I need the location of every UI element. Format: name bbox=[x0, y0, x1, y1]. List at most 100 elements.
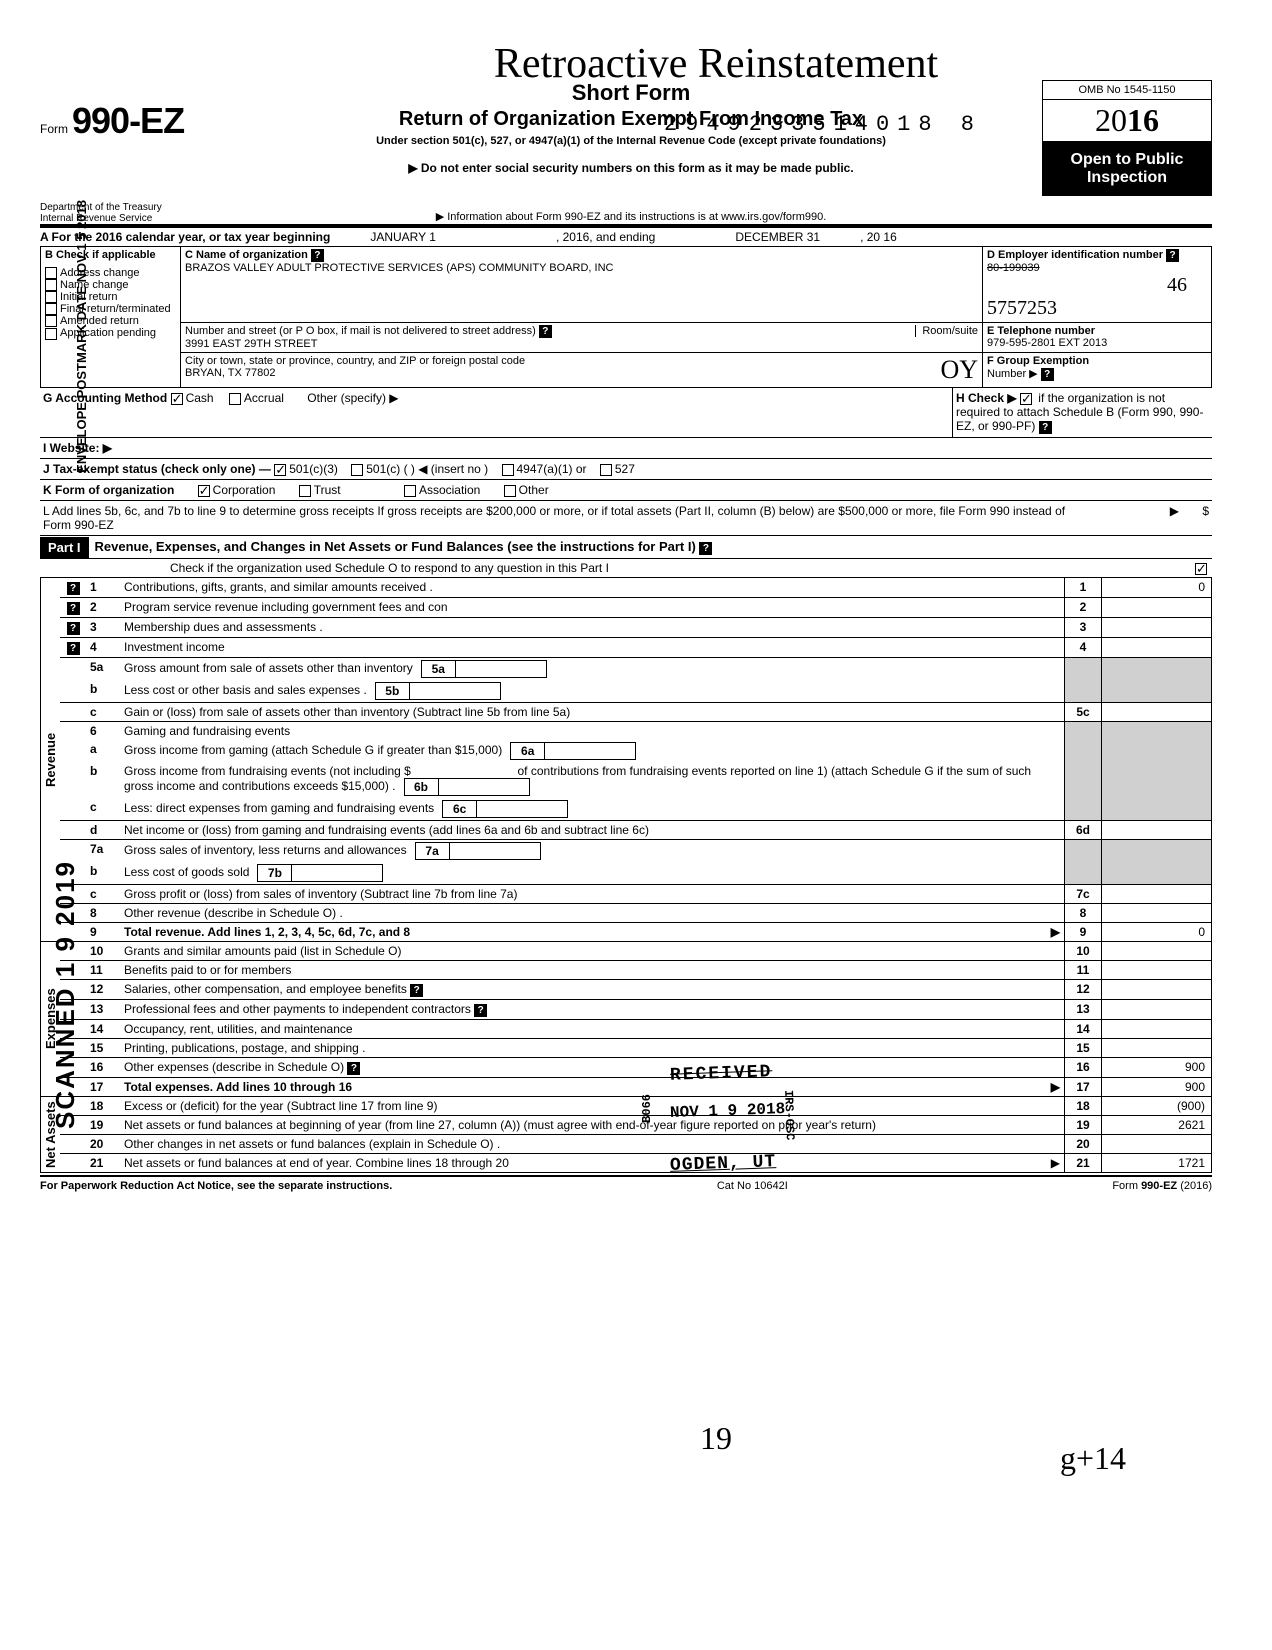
checkbox-accrual[interactable] bbox=[229, 393, 241, 405]
stamp-side2: IRS-OSC bbox=[771, 1085, 807, 1145]
line-2-amt bbox=[1102, 598, 1212, 617]
line-5b-num: b bbox=[86, 680, 120, 702]
e-cell: E Telephone number 979-595-2801 EXT 2013 bbox=[982, 322, 1212, 352]
l-amount-area: ▶ $ bbox=[1069, 504, 1209, 532]
org-name: BRAZOS VALLEY ADULT PROTECTIVE SERVICES … bbox=[185, 262, 978, 274]
line-17-num: 17 bbox=[86, 1078, 120, 1096]
checkbox-527[interactable] bbox=[600, 464, 612, 476]
begin-date: JANUARY 1 bbox=[370, 230, 436, 244]
line-12-desc: Salaries, other compensation, and employ… bbox=[120, 980, 1064, 999]
k-section: K Form of organization Corporation Trust… bbox=[40, 479, 1212, 500]
line-6b-shade bbox=[1064, 762, 1102, 798]
help-icon[interactable]: ? bbox=[1166, 249, 1179, 262]
checkbox-4947[interactable] bbox=[502, 464, 514, 476]
help-icon[interactable]: ? bbox=[699, 542, 712, 555]
part1-title: Revenue, Expenses, and Changes in Net As… bbox=[89, 536, 1212, 558]
dept-l2: Internal Revenue Service bbox=[40, 213, 220, 224]
help-icon[interactable]: ? bbox=[67, 602, 80, 615]
help-icon[interactable]: ? bbox=[67, 582, 80, 595]
checkbox-corp[interactable] bbox=[198, 485, 210, 497]
line-10-num: 10 bbox=[86, 942, 120, 960]
j-o2: 501(c) ( bbox=[366, 462, 407, 476]
checkbox-amended-return[interactable] bbox=[45, 315, 57, 327]
header-grid: B Check if applicable Address change Nam… bbox=[40, 246, 1212, 387]
hand-g14: g+14 bbox=[1060, 1440, 1126, 1477]
instruction-line-2: ▶ Information about Form 990-EZ and its … bbox=[230, 210, 1032, 223]
help-icon[interactable]: ? bbox=[539, 325, 552, 338]
line-15-box: 15 bbox=[1064, 1039, 1102, 1057]
checkbox-cash[interactable] bbox=[171, 393, 183, 405]
line-10-desc: Grants and similar amounts paid (list in… bbox=[120, 942, 1064, 960]
line-18-amt: (900) bbox=[1102, 1097, 1212, 1115]
h-section: H Check ▶ if the organization is not req… bbox=[952, 388, 1212, 437]
checkbox-application-pending[interactable] bbox=[45, 328, 57, 340]
checkbox-501c3[interactable] bbox=[274, 464, 286, 476]
line-7a-shade2 bbox=[1102, 840, 1212, 862]
help-icon[interactable]: ? bbox=[311, 249, 324, 262]
checkbox-final-return[interactable] bbox=[45, 303, 57, 315]
help-icon[interactable]: ? bbox=[67, 642, 80, 655]
line-3-amt bbox=[1102, 618, 1212, 637]
ib-5b: 5b bbox=[376, 683, 410, 699]
line-5b-shade2 bbox=[1102, 680, 1212, 702]
line-7a-desc: Gross sales of inventory, less returns a… bbox=[120, 840, 1064, 862]
line-6b-shade2 bbox=[1102, 762, 1212, 798]
line-7b-text: Less cost of goods sold bbox=[124, 865, 249, 879]
d-ein-struck: 80-199039 bbox=[987, 262, 1040, 274]
k-o4: Other bbox=[519, 483, 549, 497]
line-9-num: 9 bbox=[86, 923, 120, 941]
line-5b-desc: Less cost or other basis and sales expen… bbox=[120, 680, 1064, 702]
d-ein-hand: 46 5757253 bbox=[987, 274, 1187, 319]
g-section: G Accounting Method Cash Accrual Other (… bbox=[40, 388, 952, 437]
f-cell: F Group Exemption Number ▶ ? bbox=[982, 352, 1212, 387]
checkbox-h[interactable] bbox=[1020, 393, 1032, 405]
help-icon[interactable]: ? bbox=[1039, 421, 1052, 434]
help-icon[interactable]: ? bbox=[67, 622, 80, 635]
checkbox-assoc[interactable] bbox=[404, 485, 416, 497]
help-icon[interactable]: ? bbox=[474, 1004, 487, 1017]
checkbox-initial-return[interactable] bbox=[45, 291, 57, 303]
short-form-label: Short Form bbox=[230, 80, 1032, 106]
line-5a-text: Gross amount from sale of assets other t… bbox=[124, 661, 413, 675]
ib-6a-val bbox=[545, 743, 635, 759]
line-5a-shade2 bbox=[1102, 658, 1212, 680]
line-7b-shade bbox=[1064, 862, 1102, 884]
open-public-l1: Open to Public bbox=[1047, 151, 1207, 169]
part1-check-row: Check if the organization used Schedule … bbox=[40, 558, 1212, 577]
checkbox-schedule-o[interactable] bbox=[1195, 563, 1207, 575]
line-6a-text: Gross income from gaming (attach Schedul… bbox=[124, 743, 502, 757]
c-name-label-cell: C Name of organization ? BRAZOS VALLEY A… bbox=[180, 246, 982, 322]
checkbox-501c[interactable] bbox=[351, 464, 363, 476]
instruction-line-1: ▶ Do not enter social security numbers o… bbox=[230, 161, 1032, 175]
help-icon[interactable]: ? bbox=[1041, 368, 1054, 381]
expenses-lines: 10Grants and similar amounts paid (list … bbox=[60, 942, 1212, 1096]
checkbox-name-change[interactable] bbox=[45, 279, 57, 291]
line-14-num: 14 bbox=[86, 1020, 120, 1038]
line-2-num: 2 bbox=[86, 598, 120, 617]
help-icon[interactable]: ? bbox=[347, 1062, 360, 1075]
line-3-box: 3 bbox=[1064, 618, 1102, 637]
checkbox-trust[interactable] bbox=[299, 485, 311, 497]
f-label2: Number ▶ bbox=[987, 368, 1038, 380]
line-15-amt bbox=[1102, 1039, 1212, 1057]
line-6a-shade2 bbox=[1102, 740, 1212, 762]
line-18-box: 18 bbox=[1064, 1097, 1102, 1115]
dept-block: Department of the Treasury Internal Reve… bbox=[40, 196, 220, 224]
line-2-box: 2 bbox=[1064, 598, 1102, 617]
b-item-1: Name change bbox=[60, 279, 129, 291]
line-6c-text: Less: direct expenses from gaming and fu… bbox=[124, 801, 434, 815]
c-city-cell: City or town, state or province, country… bbox=[180, 352, 982, 387]
line-13-box: 13 bbox=[1064, 1000, 1102, 1019]
line-2-desc: Program service revenue including govern… bbox=[120, 598, 1064, 617]
city-value: BRYAN, TX 77802 bbox=[185, 367, 978, 379]
form-number-block: Form 990-EZ bbox=[40, 80, 220, 142]
checkbox-address-change[interactable] bbox=[45, 267, 57, 279]
line-20-amt bbox=[1102, 1135, 1212, 1153]
help-icon[interactable]: ? bbox=[410, 984, 423, 997]
form-number: 990-EZ bbox=[72, 100, 184, 142]
line-19-box: 19 bbox=[1064, 1116, 1102, 1134]
line-20-box: 20 bbox=[1064, 1135, 1102, 1153]
dept-row: Department of the Treasury Internal Reve… bbox=[40, 196, 1212, 226]
line-12-text: Salaries, other compensation, and employ… bbox=[124, 982, 407, 996]
checkbox-other[interactable] bbox=[504, 485, 516, 497]
